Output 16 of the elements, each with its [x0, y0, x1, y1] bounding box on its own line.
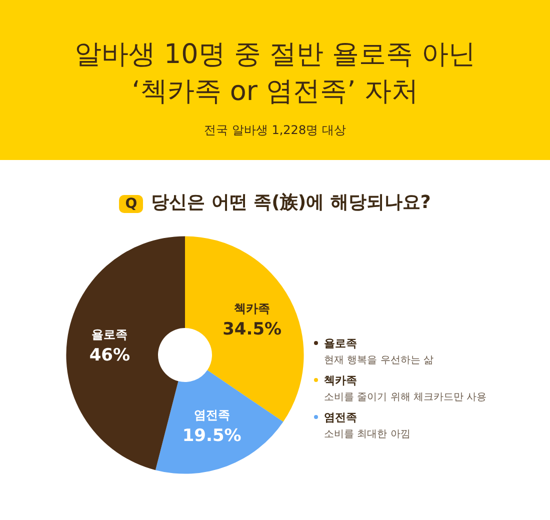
chart-subtitle: 전국 알바생 1,228명 대상 [203, 122, 347, 139]
text: 현재 행복을 우선하는 삶 [324, 354, 435, 367]
legend-label: 욜로족 [323, 336, 358, 351]
text: 당신은 어떤 족(族)에 해당되나요? [151, 192, 431, 213]
chart-title: 알바생 10명 중 절반 욜로족 아닌 ‘첵카족 or 염전족’ 자처 [73, 38, 477, 109]
data-label: 19.5% [182, 426, 242, 446]
data-label: 46% [89, 345, 130, 366]
text: 소비를 최대한 아낌 [324, 428, 412, 441]
slice-label: 첵카족 [234, 301, 270, 316]
text: 소비를 줄이기 위해 체크카드만 사용 [324, 391, 487, 404]
text: Q [119, 195, 144, 213]
data-label: 34.5% [222, 319, 282, 340]
slice-label: 욜로족 [92, 327, 128, 342]
legend-label: 염전족 [323, 410, 358, 425]
legend-label: 첵카족 [323, 373, 358, 388]
slice-label: 염전족 [194, 408, 230, 422]
